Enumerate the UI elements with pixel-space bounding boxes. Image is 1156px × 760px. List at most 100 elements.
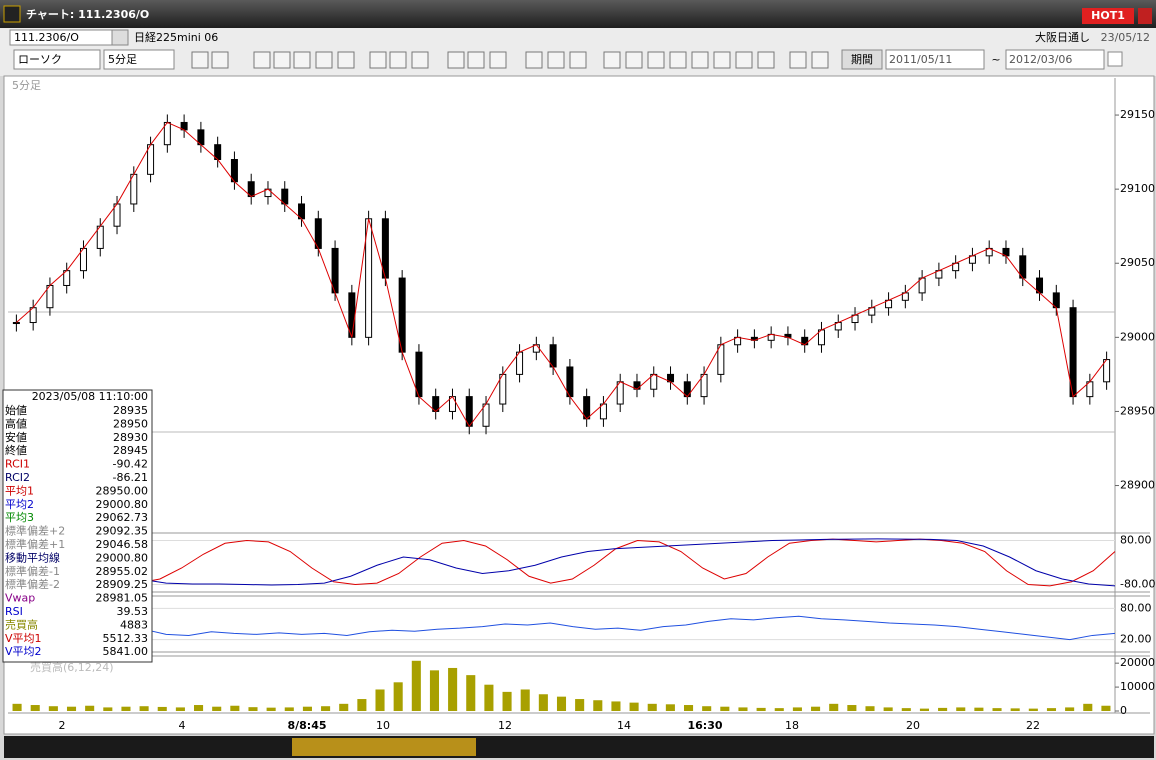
y-tick-label: 80.00 [1120, 534, 1152, 547]
x-tick-label: 8/8:45 [287, 719, 326, 732]
tool-icon[interactable] [369, 51, 387, 69]
volume-bar [1065, 707, 1075, 711]
volume-bar [375, 689, 385, 711]
tool-icon[interactable] [525, 51, 543, 69]
volume-bar [629, 702, 639, 711]
volume-bar [357, 699, 367, 711]
volume-bar [302, 706, 312, 711]
style-select[interactable] [13, 49, 101, 70]
period-label: 期間 [851, 53, 873, 66]
volume-bar [974, 707, 984, 711]
volume-bar [756, 707, 766, 711]
y-tick-label: 28950 [1120, 404, 1155, 417]
info-value: 5512.33 [103, 632, 149, 645]
info-label: 終値 [5, 443, 27, 457]
info-value: 28909.25 [96, 578, 149, 591]
tool-icon[interactable] [273, 51, 291, 69]
title-bar [0, 0, 1156, 28]
hot-badge-text: HOT1 [1091, 9, 1125, 22]
info-value: 29000.80 [96, 551, 149, 564]
info-value: 28930 [113, 431, 148, 444]
tool-icon[interactable] [489, 51, 507, 69]
tool-icon[interactable] [411, 51, 429, 69]
hot-badge[interactable] [1082, 8, 1134, 24]
tool-icon[interactable] [337, 51, 355, 69]
volume-bar [85, 705, 95, 711]
tool-icon[interactable] [547, 51, 565, 69]
volume-bar [647, 703, 657, 711]
tool-icon[interactable] [669, 51, 687, 69]
info-panel [2, 389, 153, 663]
x-tick-label: 18 [785, 719, 799, 732]
volume-bar [248, 707, 258, 711]
period-button[interactable] [841, 49, 883, 70]
scrollbar[interactable] [4, 736, 1154, 758]
chart-label: 5分足 [12, 79, 41, 92]
symbol-dropdown[interactable] [111, 29, 129, 46]
volume-bar [121, 706, 131, 711]
info-value: 29046.58 [96, 538, 149, 551]
info-label: 高値 [5, 416, 27, 430]
close-button[interactable] [1138, 8, 1152, 24]
tool-icon[interactable] [789, 51, 807, 69]
info-value: 5841.00 [103, 645, 149, 658]
range-sep: ~ [991, 53, 1000, 66]
volume-bar [230, 705, 240, 711]
info-label: 平均3 [5, 511, 34, 524]
y-tick-label: 20.00 [1120, 633, 1152, 646]
tool-icon[interactable] [315, 51, 333, 69]
from-input[interactable] [885, 49, 985, 70]
interval-select[interactable] [103, 49, 175, 70]
volume-bar [429, 670, 440, 711]
x-tick-label: 20 [906, 719, 920, 732]
tool-icon[interactable] [467, 51, 485, 69]
tool-icon[interactable] [691, 51, 709, 69]
volume-bar [883, 707, 893, 711]
tool-icon[interactable] [569, 51, 587, 69]
to-input[interactable] [1005, 49, 1105, 70]
tool-icon[interactable] [293, 51, 311, 69]
volume-bar [66, 706, 77, 711]
scroll-thumb[interactable] [292, 738, 476, 756]
tool-icon[interactable] [211, 51, 229, 69]
interval: 5分足 [108, 53, 137, 66]
info-value: 29092.35 [96, 525, 149, 538]
volume-bar [575, 699, 585, 711]
info-value: 28950 [113, 417, 148, 430]
tool-icon[interactable] [389, 51, 407, 69]
volume-bar [212, 706, 222, 711]
tool-icon[interactable] [811, 51, 829, 69]
window-title: チャート: 111.2306/O [26, 8, 149, 21]
volume-bar [811, 706, 821, 711]
info-value: 29000.80 [96, 498, 149, 511]
volume-bar [520, 689, 530, 711]
x-tick-label: 10 [376, 719, 390, 732]
app-icon [3, 5, 21, 23]
tool-icon[interactable] [191, 51, 209, 69]
volume-bar [901, 708, 911, 711]
tool-icon[interactable] [757, 51, 775, 69]
x-tick-label: 14 [617, 719, 631, 732]
volume-bar [774, 708, 784, 711]
from-date: 2011/05/11 [889, 53, 952, 66]
candle [12, 322, 20, 325]
info-datetime: 2023/05/08 11:10:00 [32, 390, 148, 403]
y-tick-label: 80.00 [1120, 601, 1152, 614]
tool-icon[interactable] [625, 51, 643, 69]
tool-icon[interactable] [713, 51, 731, 69]
info-value: -90.42 [113, 458, 148, 471]
y-tick-label: 29150 [1120, 108, 1155, 121]
plot-bg [3, 75, 1155, 735]
volume-bar [556, 696, 567, 711]
tool-icon[interactable] [253, 51, 271, 69]
tool-icon[interactable] [603, 51, 621, 69]
info-label: 平均1 [5, 484, 34, 497]
volume-bar [829, 703, 839, 711]
symbol: 111.2306/O [14, 31, 79, 44]
info-label: Vwap [5, 592, 35, 605]
volume-bar [956, 707, 966, 711]
checkbox[interactable] [1107, 51, 1123, 67]
tool-icon[interactable] [647, 51, 665, 69]
tool-icon[interactable] [735, 51, 753, 69]
tool-icon[interactable] [447, 51, 465, 69]
